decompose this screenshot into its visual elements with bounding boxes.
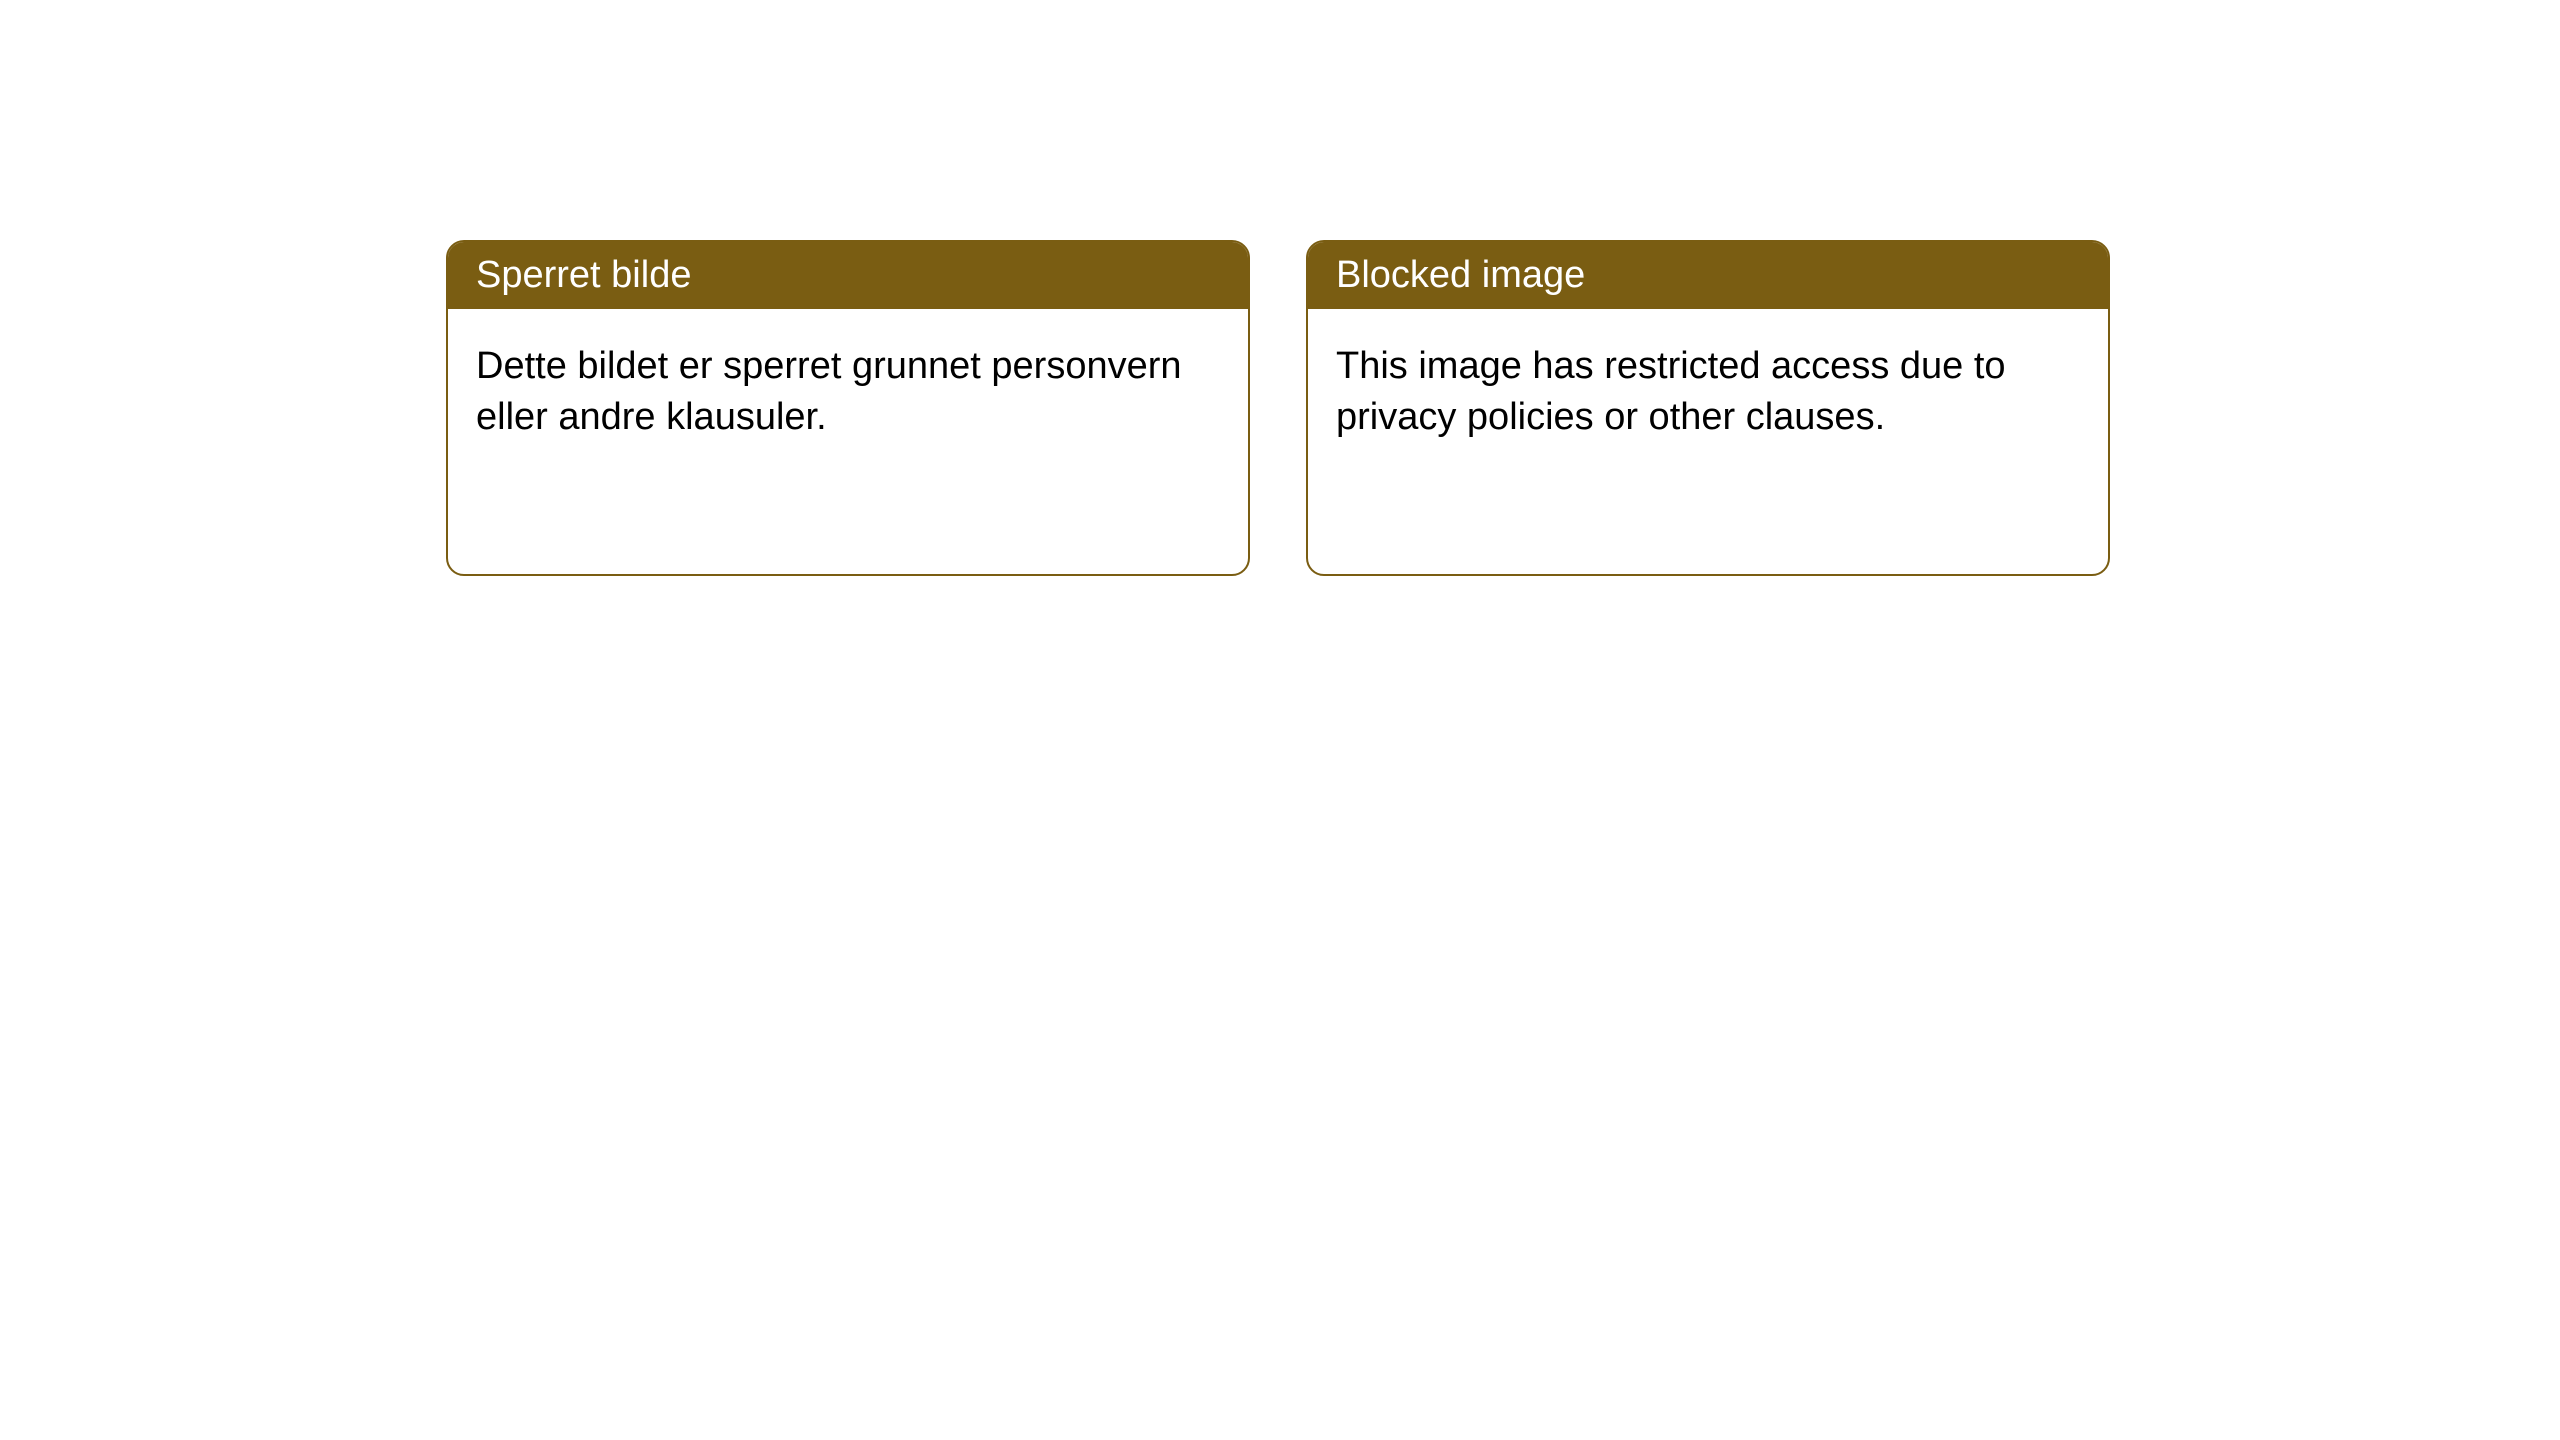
notice-card-norwegian: Sperret bilde Dette bildet er sperret gr… [446,240,1250,576]
card-body: Dette bildet er sperret grunnet personve… [448,309,1248,476]
card-header: Blocked image [1308,242,2108,309]
card-body: This image has restricted access due to … [1308,309,2108,476]
notice-card-english: Blocked image This image has restricted … [1306,240,2110,576]
notice-container: Sperret bilde Dette bildet er sperret gr… [0,0,2560,576]
card-body-text: This image has restricted access due to … [1336,345,2006,438]
card-title: Blocked image [1336,254,1585,296]
card-header: Sperret bilde [448,242,1248,309]
card-title: Sperret bilde [476,254,691,296]
card-body-text: Dette bildet er sperret grunnet personve… [476,345,1182,438]
